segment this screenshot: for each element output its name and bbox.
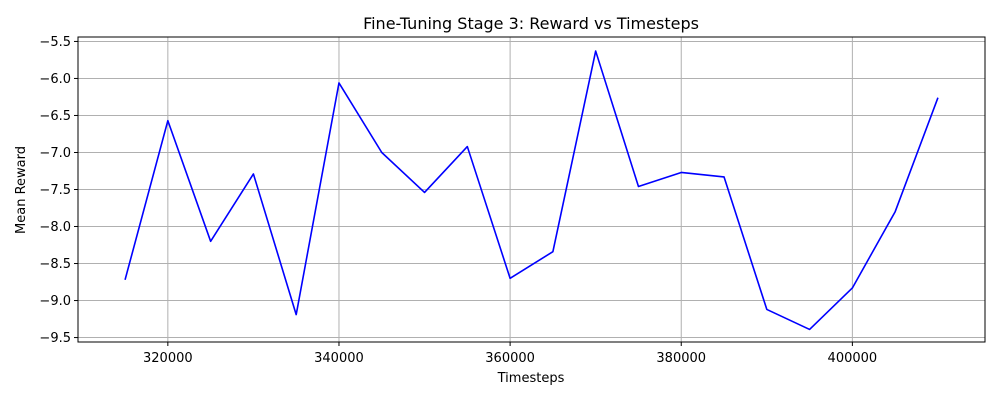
series-line <box>124 50 939 331</box>
y-tick-label: −7.0 <box>39 146 71 161</box>
x-tick-label: 400000 <box>828 351 878 366</box>
x-axis: 320000 340000 360000 380000 400000 <box>143 342 877 366</box>
y-tick-label: −8.0 <box>39 220 71 235</box>
y-tick-label: −6.0 <box>39 72 71 87</box>
x-tick-label: 320000 <box>143 351 193 366</box>
y-axis-label: Mean Reward <box>14 146 29 234</box>
x-tick-label: 360000 <box>485 351 535 366</box>
y-tick-label: −7.5 <box>39 183 71 198</box>
grid <box>78 37 985 342</box>
y-tick-label: −6.5 <box>39 109 71 124</box>
y-tick-label: −9.0 <box>39 294 71 309</box>
x-tick-label: 340000 <box>314 351 364 366</box>
series-layer <box>124 50 939 331</box>
y-tick-label: −9.5 <box>39 331 71 346</box>
x-tick-label: 380000 <box>656 351 706 366</box>
y-tick-label: −8.5 <box>39 257 71 272</box>
x-axis-label: Timesteps <box>497 371 565 386</box>
y-axis: −5.5 −6.0 −6.5 −7.0 −7.5 −8.0 −8.5 −9.0 −9.5 <box>39 35 78 346</box>
y-tick-label: −5.5 <box>39 35 71 50</box>
chart-title: Fine-Tuning Stage 3: Reward vs Timesteps <box>363 14 699 33</box>
